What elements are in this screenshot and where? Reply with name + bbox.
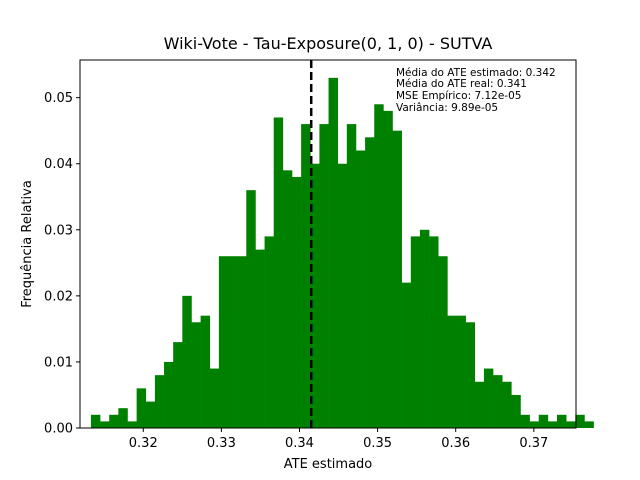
y-tick-label: 0.01 (44, 355, 73, 370)
histogram-bar (511, 394, 521, 428)
histogram-bar (383, 110, 393, 428)
histogram-bar (465, 322, 476, 428)
histogram-bar (237, 256, 247, 428)
histogram-bar (282, 170, 293, 429)
histogram-bar (310, 163, 320, 428)
histogram-bar (301, 124, 311, 428)
histogram-bar (136, 388, 147, 428)
histogram-bar (154, 375, 165, 428)
histogram-bar (575, 414, 585, 428)
histogram-bar (483, 368, 494, 428)
histogram-bar (538, 414, 549, 428)
x-tick-label: 0.35 (363, 436, 392, 451)
histogram-bar (547, 421, 558, 428)
histogram-bar (355, 150, 366, 428)
histogram-bar (401, 282, 412, 428)
histogram-bar (337, 163, 348, 428)
y-tick-label: 0.03 (44, 223, 73, 238)
annotation-mean-real: Média do ATE real: 0.341 (396, 78, 527, 90)
stats-annotation: Média do ATE estimado: 0.342 Média do AT… (396, 67, 556, 114)
x-tick-label: 0.36 (441, 436, 470, 451)
histogram-bar (374, 104, 384, 428)
histogram-bar (502, 381, 512, 428)
x-tick-label: 0.33 (207, 436, 236, 451)
y-tick-label: 0.00 (44, 422, 73, 437)
y-tick-label: 0.05 (44, 91, 73, 106)
histogram-bar (566, 421, 576, 428)
histogram-bar (100, 421, 110, 428)
chart-title: Wiki-Vote - Tau-Exposure(0, 1, 0) - SUTV… (164, 34, 493, 53)
histogram-bar (429, 236, 439, 428)
x-tick-label: 0.32 (129, 436, 158, 451)
histogram-bar (173, 342, 183, 428)
histogram-bar (520, 414, 530, 428)
histogram-bar (319, 124, 329, 428)
histogram-bar (246, 190, 256, 428)
histogram-bar (392, 130, 402, 428)
histogram-bar (493, 375, 503, 428)
histogram-bar (191, 322, 201, 428)
histogram-bar (164, 361, 174, 428)
histogram-bar (346, 124, 357, 428)
histogram-bar (200, 315, 211, 428)
annotation-mean-estimated: Média do ATE estimado: 0.342 (396, 67, 556, 79)
y-axis-ticks: 0.00 0.01 0.02 0.03 0.04 0.05 (44, 91, 80, 437)
histogram-bar (273, 117, 284, 428)
histogram-bar (145, 401, 156, 428)
histogram-bar (291, 176, 302, 428)
histogram-bar (90, 414, 101, 428)
histogram-bar (255, 249, 265, 428)
annotation-mse: MSE Empírico: 7.12e-05 (396, 90, 521, 102)
histogram-bar (118, 408, 128, 428)
histogram-bar (365, 137, 375, 429)
x-axis-ticks: 0.32 0.33 0.34 0.35 0.36 0.37 (129, 428, 548, 451)
histogram-bar (218, 256, 229, 428)
plot-frame (79, 59, 577, 429)
y-axis-label: Frequência Relativa (20, 180, 35, 308)
histogram-bar (419, 229, 430, 428)
histogram-bar (182, 295, 192, 428)
y-tick-label: 0.04 (44, 157, 73, 172)
histogram-bar (228, 256, 238, 428)
y-tick-label: 0.02 (44, 289, 73, 304)
histogram-bar (109, 414, 119, 428)
histogram-bar (447, 315, 457, 428)
histogram-bar (264, 236, 275, 428)
histogram-bar (328, 77, 338, 429)
histogram-bar (438, 256, 448, 428)
histogram-bar (456, 315, 466, 428)
histogram-bar (209, 368, 220, 428)
histogram-bar (584, 421, 594, 428)
histogram-bars (90, 77, 594, 429)
histogram-bar (529, 421, 540, 428)
histogram-bar (474, 381, 485, 428)
x-tick-label: 0.37 (519, 436, 548, 451)
histogram-bar (410, 236, 421, 428)
histogram-bar (557, 414, 567, 428)
annotation-variance: Variância: 9.89e-05 (396, 102, 498, 114)
x-tick-label: 0.34 (285, 436, 314, 451)
histogram-bar (127, 421, 137, 428)
x-axis-label: ATE estimado (284, 457, 373, 472)
